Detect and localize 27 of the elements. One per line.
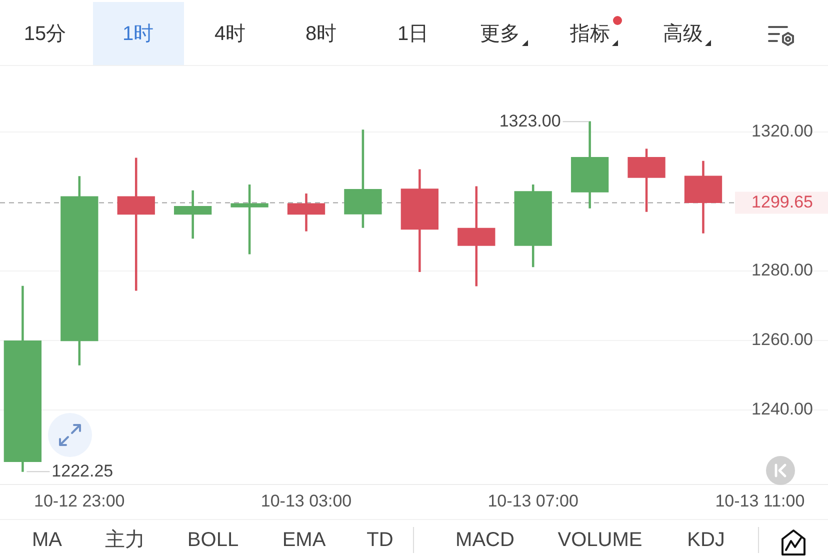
text: 4时 bbox=[213, 22, 247, 46]
y-tick-label: 1240.00 bbox=[752, 400, 813, 419]
x-tick-label: 10-13 07:00 bbox=[488, 491, 578, 510]
text: KDJ bbox=[687, 529, 725, 551]
text: 8时 bbox=[304, 22, 338, 46]
text: MACD bbox=[456, 529, 514, 551]
y-tick-label: 1280.00 bbox=[752, 260, 813, 280]
text: MA bbox=[32, 529, 62, 551]
x-tick-label: 10-13 03:00 bbox=[260, 491, 352, 510]
ref-line-label: 1299.65 bbox=[752, 192, 813, 212]
x-tick-label: 10-12 23:00 bbox=[34, 491, 125, 510]
y-tick-label: 1320.00 bbox=[752, 122, 813, 141]
candlestick bbox=[174, 190, 212, 239]
text: TD bbox=[366, 529, 394, 551]
text: 1日 bbox=[396, 22, 430, 46]
text: 高级 bbox=[662, 22, 704, 46]
text: 更多 bbox=[479, 22, 521, 46]
text: VOLUME bbox=[558, 529, 642, 551]
text: EMA bbox=[282, 529, 326, 551]
text: BOLL bbox=[187, 529, 239, 551]
x-tick-label: 10-13 11:00 bbox=[715, 491, 805, 510]
text: 指标 bbox=[569, 22, 611, 46]
text: 主力 bbox=[105, 529, 145, 551]
annotation: 1323.00 bbox=[499, 111, 561, 130]
y-tick-label: 1260.00 bbox=[752, 330, 813, 350]
annotation: 1222.25 bbox=[52, 461, 114, 480]
text: 15分 bbox=[22, 22, 68, 46]
